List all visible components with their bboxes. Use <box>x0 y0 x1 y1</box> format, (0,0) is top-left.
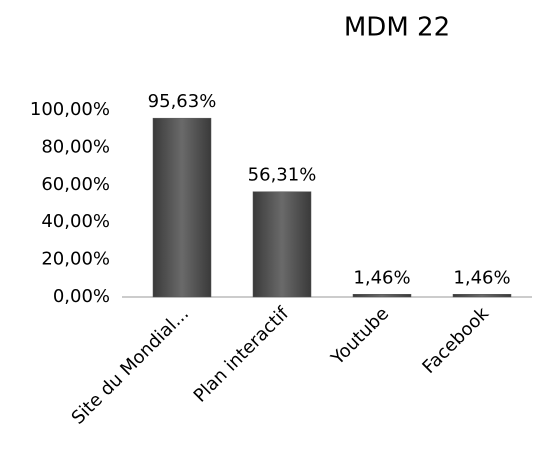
bar <box>152 117 212 298</box>
x-tick-label: Youtube <box>327 303 393 369</box>
value-label: 1,46% <box>353 267 410 288</box>
y-tick-label: 100,00% <box>30 99 110 120</box>
y-tick-label: 80,00% <box>41 136 110 157</box>
bar <box>452 294 512 298</box>
y-tick-label: 40,00% <box>41 211 110 232</box>
x-tick-label: Plan interactif <box>190 303 294 407</box>
value-label: 95,63% <box>148 91 217 112</box>
bar <box>252 191 312 298</box>
y-tick-label: 60,00% <box>41 174 110 195</box>
value-label: 56,31% <box>248 165 317 186</box>
x-tick-label: Site du Mondial... <box>68 303 193 428</box>
bar <box>352 294 412 298</box>
value-label: 1,46% <box>453 267 510 288</box>
x-tick-label: Facebook <box>418 303 493 378</box>
chart-title: MDM 22 <box>344 13 450 43</box>
y-tick-label: 20,00% <box>41 249 110 270</box>
y-tick-label: 0,00% <box>53 286 110 307</box>
